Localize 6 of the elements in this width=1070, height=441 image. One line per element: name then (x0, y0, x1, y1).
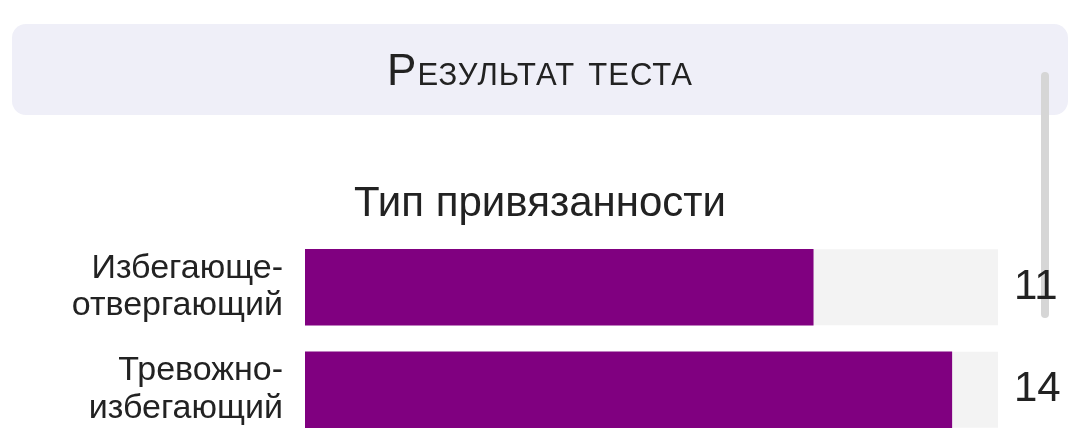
y-tick-label: Тревожно-избегающий (88, 349, 283, 425)
chart-subtitle: Тип привязанности (353, 178, 727, 226)
data-label: 14 (1014, 363, 1061, 411)
chart-title: Результат теста (387, 44, 693, 95)
data-label: 11 (1014, 260, 1058, 308)
y-tick-label: Избегающе-отвергающий (71, 246, 283, 323)
